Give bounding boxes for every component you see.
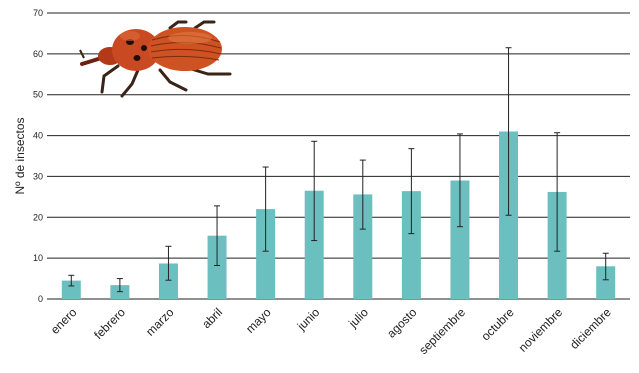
bars [61, 131, 616, 299]
x-category-label: enero [48, 305, 80, 337]
y-tick-label: 60 [33, 49, 43, 59]
x-category-label: mayo [243, 305, 274, 336]
x-category-label: abril [199, 305, 225, 331]
x-category-label: diciembre [567, 305, 614, 352]
y-tick-label: 70 [33, 8, 43, 18]
error-bars [68, 47, 609, 293]
x-category-label: julio [345, 305, 371, 331]
bar [353, 194, 373, 299]
bar [256, 209, 276, 299]
y-tick-label: 30 [33, 171, 43, 181]
x-category-labels: enero febrero marzo abril mayo junio julio agos… [48, 305, 614, 357]
error-bar [359, 159, 366, 230]
error-bar [554, 132, 561, 252]
y-tick-label: 0 [38, 294, 43, 304]
x-category-label: noviembre [516, 305, 566, 355]
y-tick-label: 20 [33, 212, 43, 222]
error-bar [505, 47, 512, 216]
error-bar [602, 252, 609, 281]
x-category-label: agosto [384, 305, 420, 341]
y-axis-title: Nº de insectos [13, 117, 27, 194]
y-tick-label: 10 [33, 253, 43, 263]
bar [304, 190, 324, 299]
bar [450, 180, 470, 299]
bar [158, 263, 178, 299]
error-bar [68, 274, 75, 287]
error-bar [165, 245, 172, 281]
x-category-label: junio [294, 305, 323, 334]
error-bar [408, 148, 415, 235]
x-category-label: febrero [91, 305, 128, 342]
bar [61, 280, 81, 299]
x-category-label: septiembre [416, 305, 468, 357]
x-category-label: marzo [143, 305, 177, 339]
bar [401, 191, 421, 299]
y-tick-label: 50 [33, 90, 43, 100]
x-category-label: octubre [478, 305, 516, 343]
y-tick-label: 40 [33, 131, 43, 141]
error-bar [311, 140, 318, 242]
error-bar [214, 205, 221, 266]
error-bar [456, 133, 463, 228]
bar [207, 235, 227, 299]
error-bar [116, 278, 123, 293]
error-bar [262, 166, 269, 252]
bar [596, 266, 616, 299]
y-tick-labels: 0 10 20 30 40 50 60 70 [33, 8, 43, 304]
red-palm-weevil-illustration [79, 20, 232, 98]
